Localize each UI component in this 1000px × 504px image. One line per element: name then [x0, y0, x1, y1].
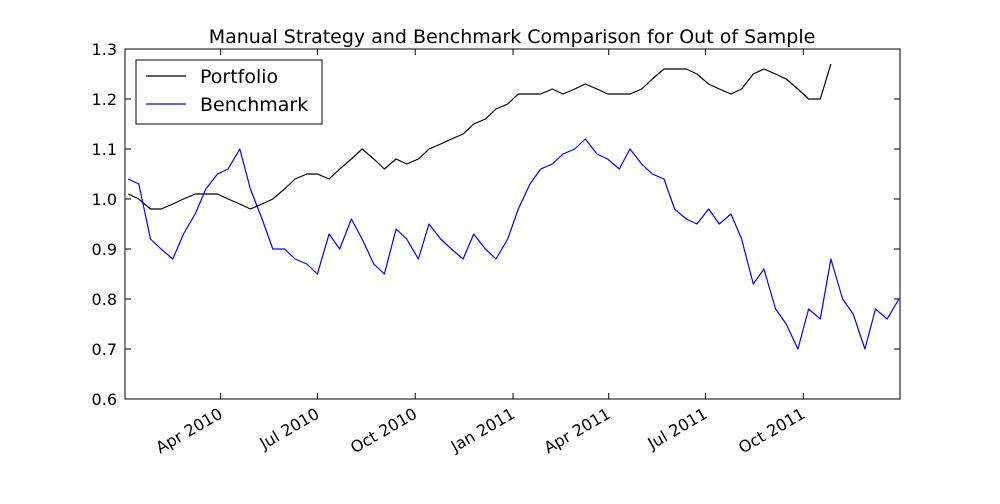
- x-tick-label: Oct 2011: [735, 404, 808, 457]
- y-tick-label: 1.2: [92, 90, 117, 109]
- y-tick-label: 0.7: [92, 340, 117, 359]
- x-tick-label: Jul 2010: [256, 404, 323, 454]
- y-tick-label: 1.1: [92, 140, 117, 159]
- legend-box: [135, 59, 323, 125]
- series-line-benchmark: [127, 138, 900, 350]
- x-tick-label: Oct 2010: [347, 404, 420, 457]
- x-tick-label: Apr 2010: [153, 404, 226, 457]
- chart-title: Manual Strategy and Benchmark Comparison…: [209, 26, 816, 48]
- y-tick-label: 1.0: [92, 190, 117, 209]
- y-tick-label: 0.6: [92, 390, 117, 409]
- legend: Portfolio Benchmark: [135, 59, 323, 125]
- x-tick-label: Apr 2011: [541, 404, 614, 457]
- y-tick-label: 0.8: [92, 290, 117, 309]
- legend-label-benchmark: Benchmark: [200, 94, 308, 116]
- legend-label-portfolio: Portfolio: [200, 66, 278, 88]
- x-tick-label: Jan 2011: [447, 404, 518, 456]
- plot-frame: [124, 48, 901, 400]
- series-line-portfolio: [127, 63, 832, 210]
- series-layer: [127, 63, 900, 350]
- y-tick-label: 1.3: [92, 40, 117, 59]
- y-tick-label: 0.9: [92, 240, 117, 259]
- x-tick-label: Jul 2011: [644, 404, 711, 454]
